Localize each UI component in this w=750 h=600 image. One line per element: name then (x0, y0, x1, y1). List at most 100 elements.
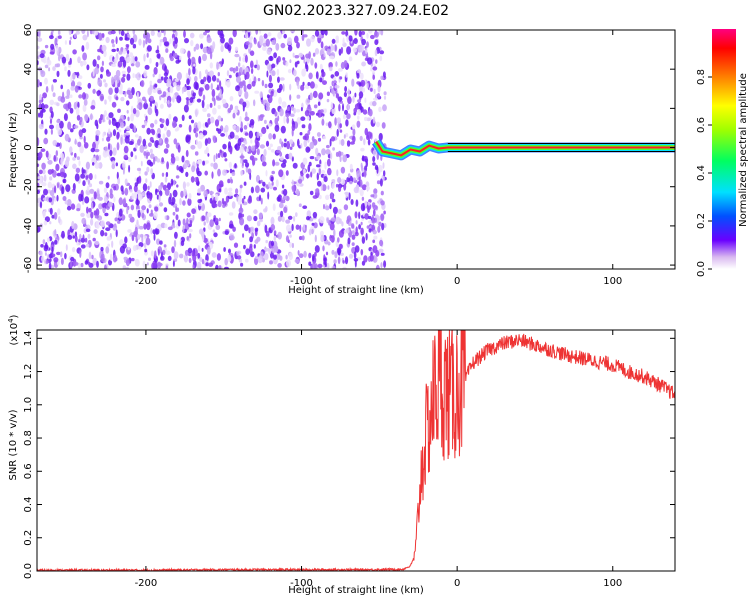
noise-speck (294, 55, 300, 59)
noise-speck (124, 136, 130, 144)
noise-speck (104, 232, 108, 237)
noise-speck (341, 221, 344, 227)
noise-speck (335, 93, 340, 99)
noise-speck (282, 83, 285, 92)
noise-speck (179, 55, 182, 61)
noise-speck (337, 256, 341, 265)
noise-speck (265, 206, 268, 212)
noise-speck (289, 241, 292, 248)
noise-speck (337, 237, 340, 243)
noise-speck (204, 83, 210, 91)
noise-speck (74, 138, 77, 145)
noise-speck (80, 262, 84, 268)
noise-speck (362, 50, 366, 57)
noise-speck (118, 129, 122, 133)
noise-speck (229, 131, 235, 139)
noise-speck (146, 192, 149, 196)
noise-speck (135, 61, 141, 68)
noise-speck (172, 40, 176, 47)
noise-speck (143, 223, 147, 230)
noise-speck (309, 81, 315, 89)
noise-speck (250, 60, 254, 69)
noise-speck (125, 258, 130, 267)
noise-speck (296, 60, 300, 65)
noise-speck (57, 208, 61, 216)
noise-speck (317, 101, 321, 106)
noise-speck (364, 116, 368, 122)
noise-speck (306, 216, 310, 221)
noise-speck (205, 215, 209, 224)
noise-speck (270, 176, 274, 182)
noise-speck (346, 35, 350, 43)
noise-speck (281, 101, 287, 108)
noise-speck (63, 113, 68, 122)
noise-speck (339, 155, 342, 162)
noise-speck (127, 229, 132, 233)
noise-speck (76, 81, 82, 87)
noise-speck (152, 73, 155, 78)
noise-speck (321, 118, 325, 126)
noise-speck (237, 138, 242, 147)
noise-speck (151, 129, 156, 136)
noise-speck (73, 33, 77, 38)
noise-speck (244, 91, 249, 100)
noise-speck (130, 151, 134, 158)
noise-speck (198, 88, 203, 97)
noise-speck (189, 233, 192, 239)
noise-speck (91, 157, 97, 164)
noise-speck (235, 85, 240, 92)
noise-speck (94, 240, 100, 246)
noise-speck (165, 172, 169, 177)
noise-speck (283, 33, 288, 39)
noise-speck (113, 58, 116, 65)
noise-speck (126, 66, 131, 74)
noise-speck (173, 239, 177, 248)
noise-speck (274, 124, 280, 132)
noise-speck (234, 105, 239, 111)
noise-speck (372, 245, 378, 254)
noise-speck (210, 162, 214, 167)
noise-speck (256, 64, 260, 71)
noise-speck (213, 203, 218, 208)
noise-speck (273, 235, 276, 241)
noise-speck (347, 237, 351, 245)
noise-speck (229, 235, 235, 241)
snr-series (37, 330, 675, 571)
y-tick-label: 60 (23, 24, 34, 37)
noise-speck (157, 31, 162, 38)
noise-speck (168, 196, 172, 205)
noise-speck (216, 253, 221, 261)
noise-speck (179, 253, 184, 259)
noise-speck (170, 201, 174, 206)
noise-speck (81, 128, 87, 134)
noise-speck (330, 101, 333, 110)
noise-speck (310, 57, 314, 66)
noise-speck (233, 242, 239, 248)
noise-speck (86, 30, 89, 38)
noise-speck (76, 114, 81, 121)
noise-speck (303, 224, 306, 231)
noise-speck (51, 253, 56, 258)
noise-speck (323, 204, 325, 210)
noise-speck (203, 76, 207, 82)
noise-speck (307, 164, 311, 173)
noise-speck (201, 258, 205, 265)
noise-speck (345, 72, 348, 78)
noise-speck (60, 257, 64, 265)
noise-speck (100, 254, 104, 262)
noise-speck (370, 66, 373, 72)
noise-speck (195, 109, 198, 118)
noise-speck (124, 91, 127, 97)
noise-speck (148, 257, 151, 261)
noise-speck (191, 165, 196, 173)
y-tick-label: 0.2 (23, 530, 34, 546)
noise-speck (101, 60, 104, 66)
noise-speck (146, 52, 149, 58)
noise-speck (72, 157, 76, 161)
noise-speck (117, 108, 121, 114)
noise-speck (115, 69, 121, 78)
noise-speck (267, 123, 272, 127)
noise-speck (276, 68, 280, 76)
noise-speck (327, 241, 331, 246)
noise-speck (113, 185, 117, 191)
